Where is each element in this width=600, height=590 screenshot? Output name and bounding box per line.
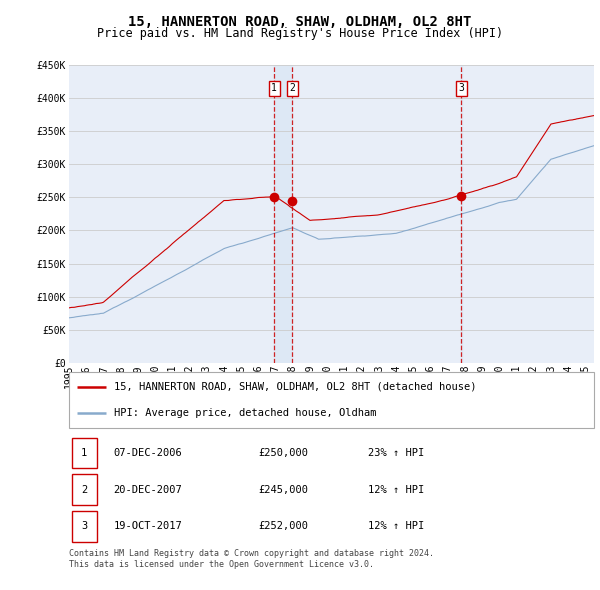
Bar bbox=[71, 474, 97, 505]
Text: 15, HANNERTON ROAD, SHAW, OLDHAM, OL2 8HT: 15, HANNERTON ROAD, SHAW, OLDHAM, OL2 8H… bbox=[128, 15, 472, 29]
Text: Price paid vs. HM Land Registry's House Price Index (HPI): Price paid vs. HM Land Registry's House … bbox=[97, 27, 503, 40]
Text: £250,000: £250,000 bbox=[258, 448, 308, 458]
Text: 2: 2 bbox=[289, 83, 295, 93]
Text: 23% ↑ HPI: 23% ↑ HPI bbox=[368, 448, 425, 458]
Text: HPI: Average price, detached house, Oldham: HPI: Average price, detached house, Oldh… bbox=[113, 408, 376, 418]
Bar bbox=[71, 511, 97, 542]
Text: 1: 1 bbox=[271, 83, 277, 93]
Text: 20-DEC-2007: 20-DEC-2007 bbox=[113, 485, 182, 494]
Bar bbox=[71, 438, 97, 468]
Text: 12% ↑ HPI: 12% ↑ HPI bbox=[368, 522, 425, 531]
Text: £252,000: £252,000 bbox=[258, 522, 308, 531]
Text: Contains HM Land Registry data © Crown copyright and database right 2024.
This d: Contains HM Land Registry data © Crown c… bbox=[69, 549, 434, 569]
Text: 3: 3 bbox=[81, 522, 88, 531]
Text: £245,000: £245,000 bbox=[258, 485, 308, 494]
Text: 19-OCT-2017: 19-OCT-2017 bbox=[113, 522, 182, 531]
Bar bbox=[274, 65, 292, 363]
Text: 2: 2 bbox=[81, 485, 88, 494]
Text: 07-DEC-2006: 07-DEC-2006 bbox=[113, 448, 182, 458]
Text: 1: 1 bbox=[81, 448, 88, 458]
Text: 3: 3 bbox=[458, 83, 464, 93]
Text: 15, HANNERTON ROAD, SHAW, OLDHAM, OL2 8HT (detached house): 15, HANNERTON ROAD, SHAW, OLDHAM, OL2 8H… bbox=[113, 382, 476, 392]
Text: 12% ↑ HPI: 12% ↑ HPI bbox=[368, 485, 425, 494]
